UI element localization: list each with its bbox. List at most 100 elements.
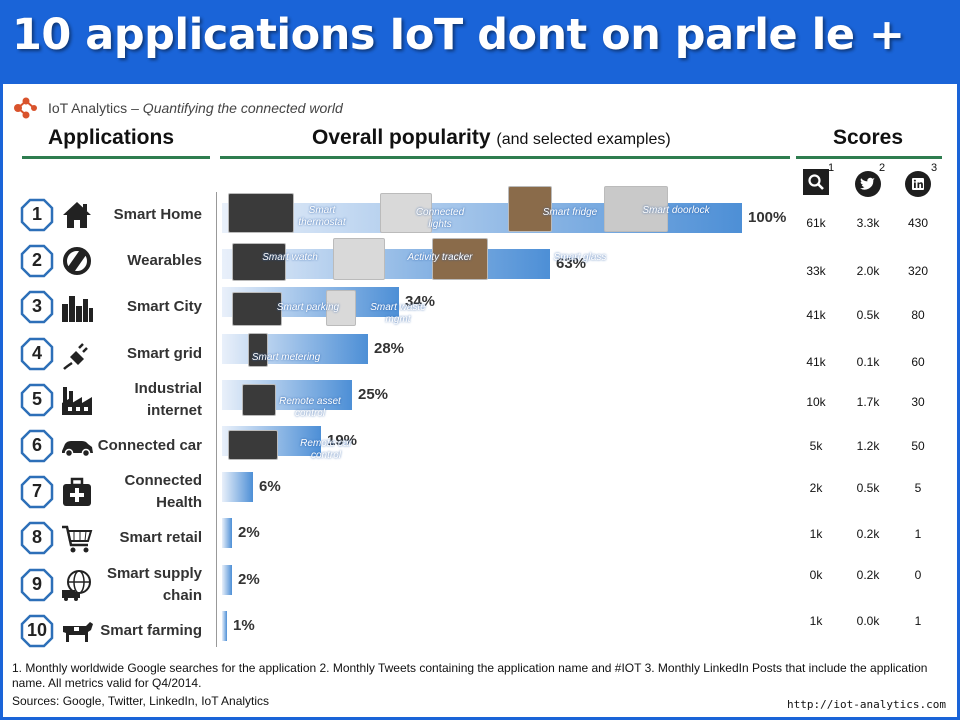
score-google: 41k (806, 354, 826, 369)
google-footnote-marker: 1 (828, 162, 835, 174)
example-thumbnail (232, 243, 286, 281)
score-twitter: 0.5k (856, 481, 880, 496)
cow-icon (60, 614, 94, 648)
rank-number: 1 (31, 204, 42, 224)
example-label: Smart thermostat (298, 205, 346, 228)
twitter-icon (855, 171, 881, 197)
rank-number: 5 (31, 388, 42, 409)
rank-badge: 6 (20, 429, 54, 463)
footnote: 1. Monthly worldwide Google searches for… (12, 661, 928, 690)
chart-axis-line (216, 192, 217, 647)
score-linkedin: 50 (911, 439, 925, 453)
wearable-icon (60, 244, 94, 278)
score-linkedin: 1 (914, 613, 922, 628)
application-label: Industrial internet (134, 379, 202, 419)
score-google: 0k (809, 567, 823, 582)
rank-number: 3 (31, 296, 42, 317)
example-label: Smart doorlock (642, 205, 710, 216)
example-label: Smart waste mgmt (370, 302, 426, 325)
application-label: Connected Health (124, 472, 202, 512)
score-linkedin: 60 (911, 354, 925, 369)
score-linkedin: 80 (911, 308, 925, 323)
rank-number: 2 (31, 250, 42, 271)
score-linkedin: 5 (914, 481, 922, 496)
score-google: 1k (809, 527, 823, 542)
rank-number: 4 (31, 342, 42, 363)
slide-title: 10 applications IoT dont on parle le + (12, 10, 905, 60)
example-label: Connected lights (415, 207, 465, 230)
example-thumbnail (333, 238, 385, 280)
application-label: Smart Home (113, 206, 202, 223)
bar-value-label: 2% (238, 524, 260, 542)
example-label: Remote car control (300, 438, 352, 461)
example-thumbnail (432, 238, 488, 280)
score-google: 33k (806, 264, 826, 279)
bar-value-label: 28% (374, 339, 405, 357)
example-thumbnail (604, 186, 668, 232)
score-twitter: 0.2k (856, 567, 880, 582)
example-thumbnail (228, 193, 294, 233)
rank-badge: 3 (20, 290, 54, 324)
octagon-badge-icon (20, 244, 54, 278)
score-linkedin: 30 (911, 394, 925, 409)
bar-value-label: 63% (556, 255, 587, 273)
globe-truck-icon (60, 568, 94, 602)
cart-icon (60, 521, 94, 555)
bar (222, 564, 232, 595)
application-label: Smart grid (126, 344, 202, 362)
rank-badge: 5 (20, 383, 54, 417)
score-twitter: 1.2k (856, 439, 880, 453)
score-google: 5k (809, 439, 823, 453)
twitter-footnote-marker: 2 (879, 162, 886, 174)
rank-number: 10 (26, 619, 48, 640)
bar (222, 472, 253, 503)
score-google: 1k (809, 613, 823, 628)
application-label: Smart City (126, 298, 202, 316)
bar-value-label: 6% (259, 478, 281, 496)
bar (222, 610, 227, 641)
bar-value-label: 19% (327, 432, 358, 449)
example-thumbnail (326, 290, 356, 326)
plug-icon (60, 337, 94, 371)
bar-value-label: 1% (233, 616, 255, 634)
score-linkedin: 0 (914, 567, 922, 582)
sources: Sources: Google, Twitter, LinkedIn, IoT … (12, 694, 270, 708)
rank-badge: 8 (20, 521, 54, 555)
brand-tagline: – Quantifying the connected world (131, 100, 343, 116)
score-google: 41k (806, 308, 826, 323)
rank-badge: 1 (20, 198, 54, 232)
city-icon (60, 290, 94, 324)
octagon-badge-icon (20, 614, 54, 648)
score-twitter: 0.2k (856, 527, 880, 542)
rank-badge: 2 (20, 244, 54, 278)
bar-value-label: 34% (405, 293, 436, 311)
popularity-header-subtitle: (and selected examples) (496, 131, 671, 148)
score-twitter: 0.1k (856, 354, 880, 369)
example-thumbnail (232, 292, 282, 326)
rank-number: 6 (31, 435, 42, 455)
popularity-header: Overall popularity (and selected example… (312, 126, 671, 150)
bar-value-label: 2% (238, 570, 260, 588)
score-twitter: 3.3k (856, 216, 880, 230)
example-label: Remote asset control (279, 396, 341, 419)
example-thumbnail (508, 186, 552, 232)
application-label: Smart retail (119, 529, 202, 547)
rank-badge: 10 (20, 614, 54, 648)
example-label: Smart metering (251, 352, 321, 363)
bar-value-label: 25% (358, 385, 389, 403)
brand-name: IoT Analytics (48, 100, 128, 116)
score-twitter: 1.7k (856, 394, 880, 409)
popularity-rule (220, 156, 790, 159)
score-linkedin: 1 (914, 527, 922, 542)
octagon-badge-icon (20, 429, 54, 463)
example-label: Activity tracker (407, 252, 473, 263)
application-label: Smart supply chain (106, 564, 202, 604)
scores-rule (796, 156, 942, 159)
example-thumbnail (228, 430, 278, 460)
octagon-badge-icon (20, 522, 54, 555)
octagon-badge-icon (20, 198, 54, 232)
octagon-badge-icon (20, 337, 54, 370)
rank-number: 9 (31, 573, 42, 594)
medkit-icon (60, 475, 94, 509)
example-thumbnail (380, 193, 432, 233)
